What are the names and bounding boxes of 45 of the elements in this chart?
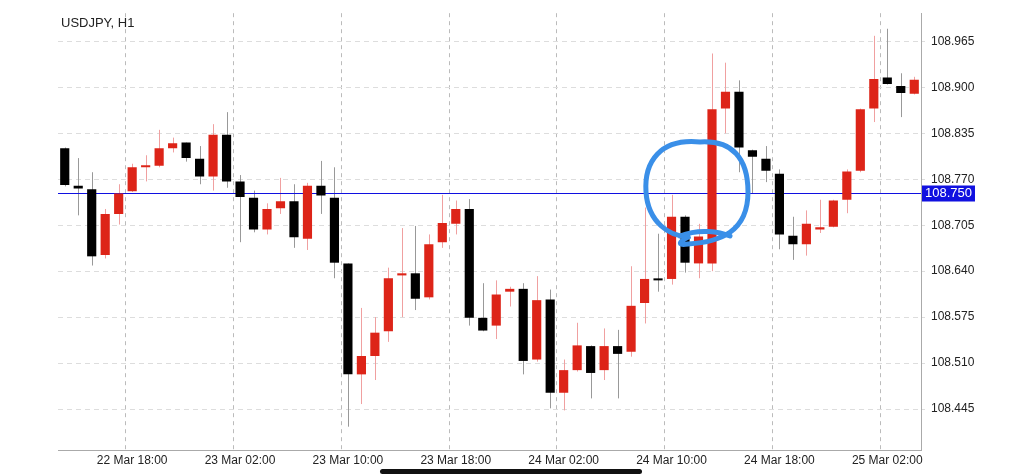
candlestick	[720, 62, 731, 134]
candlestick	[275, 177, 286, 215]
y-tick-label: 108.510	[931, 355, 975, 370]
candlestick	[114, 183, 124, 226]
y-tick-label: 108.770	[931, 171, 975, 186]
x-tick-label: 23 Mar 18:00	[420, 452, 492, 467]
y-tick-label: 108.575	[931, 309, 975, 324]
x-tick-label: 23 Mar 02:00	[204, 452, 276, 467]
candlestick	[761, 145, 771, 183]
x-tick-label: 25 Mar 02:00	[851, 452, 923, 467]
candlestick	[747, 149, 758, 194]
y-tick-label: 108.835	[931, 125, 975, 140]
y-tick-label: 108.900	[931, 79, 975, 94]
candlestick	[451, 200, 461, 235]
candlestick	[195, 145, 205, 185]
candlestick	[788, 216, 798, 261]
candlestick	[613, 329, 623, 399]
candlestick	[235, 174, 245, 243]
candlestick	[815, 199, 825, 234]
y-tick-label: 108.445	[931, 401, 975, 416]
candlestick	[505, 286, 515, 308]
x-tick-label: 22 Mar 18:00	[96, 452, 168, 467]
candlestick	[397, 227, 407, 318]
x-tick-label: 23 Mar 10:00	[312, 452, 384, 467]
candlestick	[370, 316, 380, 381]
candlestick	[316, 160, 326, 215]
y-tick-label: 108.705	[931, 217, 975, 232]
ref-line-label: 108.750	[925, 185, 972, 201]
chart-title: USDJPY, H1	[61, 15, 135, 31]
candlestick	[801, 209, 811, 257]
candlestick	[653, 233, 663, 293]
candlestick	[478, 282, 488, 332]
candlestick	[141, 154, 151, 182]
y-tick-label: 108.965	[931, 33, 975, 48]
candlestick	[896, 72, 906, 118]
candlestick	[356, 307, 366, 405]
candlestick	[437, 194, 447, 249]
candlestick	[559, 359, 569, 411]
x-tick-label: 24 Mar 18:00	[744, 452, 816, 467]
candlestick	[262, 202, 272, 235]
x-tick-label: 24 Mar 10:00	[636, 452, 708, 467]
y-tick-label: 108.640	[931, 263, 975, 278]
candlestick	[882, 28, 892, 86]
x-tick-label: 24 Mar 02:00	[528, 452, 600, 467]
candlestick	[154, 129, 164, 168]
